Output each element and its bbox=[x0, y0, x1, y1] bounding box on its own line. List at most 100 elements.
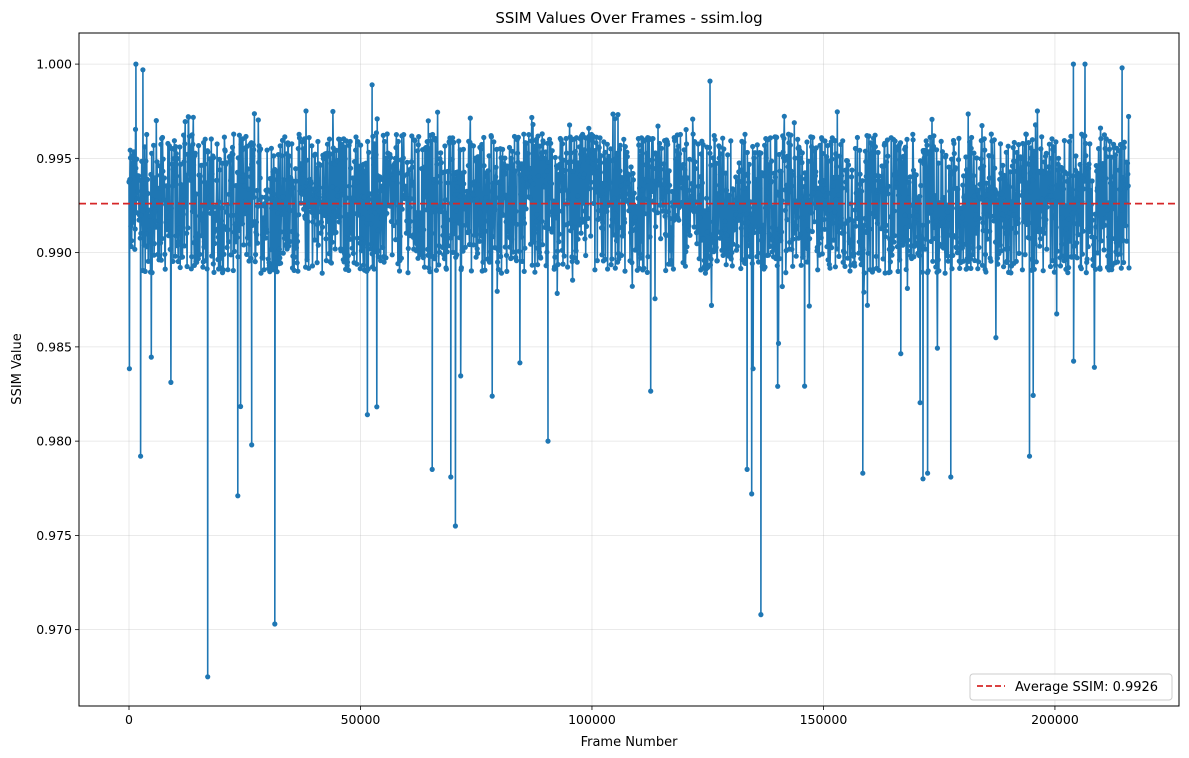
series-point bbox=[734, 196, 740, 202]
series-point bbox=[163, 201, 169, 208]
series-point bbox=[863, 159, 869, 165]
series-point bbox=[1070, 210, 1076, 216]
series-point bbox=[959, 214, 965, 221]
series-point bbox=[690, 131, 696, 137]
series-point bbox=[216, 156, 222, 162]
series-point bbox=[695, 229, 701, 235]
series-point bbox=[170, 258, 176, 264]
series-point bbox=[1061, 138, 1067, 144]
series-point bbox=[158, 257, 164, 263]
series-point bbox=[654, 161, 660, 167]
series-point bbox=[1103, 175, 1109, 181]
series-point bbox=[1075, 197, 1081, 203]
series-point bbox=[438, 150, 444, 156]
series-point bbox=[220, 267, 226, 273]
series-point bbox=[873, 253, 879, 259]
series-point bbox=[635, 231, 641, 237]
series-point bbox=[1084, 256, 1090, 262]
series-point bbox=[279, 153, 285, 159]
series-point bbox=[817, 142, 823, 148]
series-point bbox=[563, 135, 569, 142]
series-point bbox=[324, 141, 331, 147]
series-point bbox=[752, 150, 758, 156]
series-point bbox=[779, 283, 785, 290]
series-point bbox=[375, 254, 381, 260]
series-point bbox=[941, 243, 947, 249]
series-point bbox=[263, 235, 269, 241]
series-point bbox=[309, 263, 316, 269]
series-point bbox=[655, 123, 661, 129]
series-point bbox=[787, 142, 794, 148]
series-point bbox=[860, 247, 866, 253]
series-point bbox=[799, 160, 805, 166]
series-point bbox=[451, 231, 457, 237]
series-point bbox=[305, 219, 311, 225]
series-point bbox=[988, 258, 994, 264]
series-point bbox=[1082, 140, 1089, 147]
series-point bbox=[143, 231, 149, 237]
series-point bbox=[321, 188, 328, 194]
series-point bbox=[893, 184, 899, 190]
series-point bbox=[829, 245, 835, 251]
series-point bbox=[381, 138, 388, 145]
series-point bbox=[262, 201, 268, 207]
series-point bbox=[696, 205, 702, 211]
series-point bbox=[208, 210, 214, 216]
series-point bbox=[1012, 207, 1018, 213]
series-point bbox=[289, 141, 295, 147]
series-point bbox=[274, 168, 280, 174]
series-point bbox=[682, 167, 688, 173]
series-point bbox=[841, 230, 847, 236]
series-point bbox=[820, 178, 827, 184]
series-point bbox=[776, 151, 782, 158]
series-point bbox=[603, 157, 609, 163]
series-point bbox=[525, 150, 531, 157]
series-point bbox=[684, 244, 690, 250]
series-point bbox=[734, 243, 740, 249]
series-point bbox=[369, 82, 375, 88]
series-point bbox=[244, 251, 250, 257]
series-point bbox=[919, 269, 926, 275]
series-point bbox=[542, 155, 548, 161]
series-point bbox=[520, 200, 526, 206]
series-point bbox=[962, 193, 968, 199]
series-point bbox=[1117, 186, 1123, 192]
series-point bbox=[1091, 364, 1097, 370]
series-point bbox=[981, 136, 987, 142]
series-point bbox=[243, 206, 249, 212]
series-point bbox=[948, 169, 954, 175]
series-point bbox=[914, 205, 921, 211]
series-point bbox=[954, 250, 961, 256]
series-point bbox=[845, 162, 852, 168]
series-point bbox=[559, 208, 565, 214]
series-point bbox=[561, 253, 567, 259]
series-point bbox=[389, 252, 395, 258]
series-point bbox=[458, 373, 464, 379]
series-point bbox=[570, 277, 576, 283]
series-point bbox=[478, 233, 484, 239]
series-point bbox=[134, 196, 140, 202]
series-point bbox=[1020, 188, 1026, 194]
series-point bbox=[440, 232, 446, 238]
series-point bbox=[377, 188, 383, 194]
series-point bbox=[989, 213, 995, 219]
series-point bbox=[802, 176, 809, 182]
series-point bbox=[1041, 159, 1047, 165]
series-point bbox=[1010, 145, 1016, 151]
series-point bbox=[1107, 138, 1113, 144]
series-point bbox=[506, 197, 512, 203]
series-point bbox=[1065, 216, 1071, 222]
series-point bbox=[924, 142, 930, 148]
series-point bbox=[184, 263, 190, 270]
series-point bbox=[487, 210, 493, 216]
series-point bbox=[304, 257, 310, 263]
series-point bbox=[1016, 250, 1022, 256]
series-point bbox=[440, 224, 446, 230]
series-point bbox=[846, 216, 852, 222]
series-point bbox=[357, 240, 363, 246]
series-point bbox=[617, 142, 623, 148]
series-point bbox=[534, 212, 540, 218]
series-point bbox=[717, 235, 723, 241]
series-point bbox=[173, 233, 179, 239]
